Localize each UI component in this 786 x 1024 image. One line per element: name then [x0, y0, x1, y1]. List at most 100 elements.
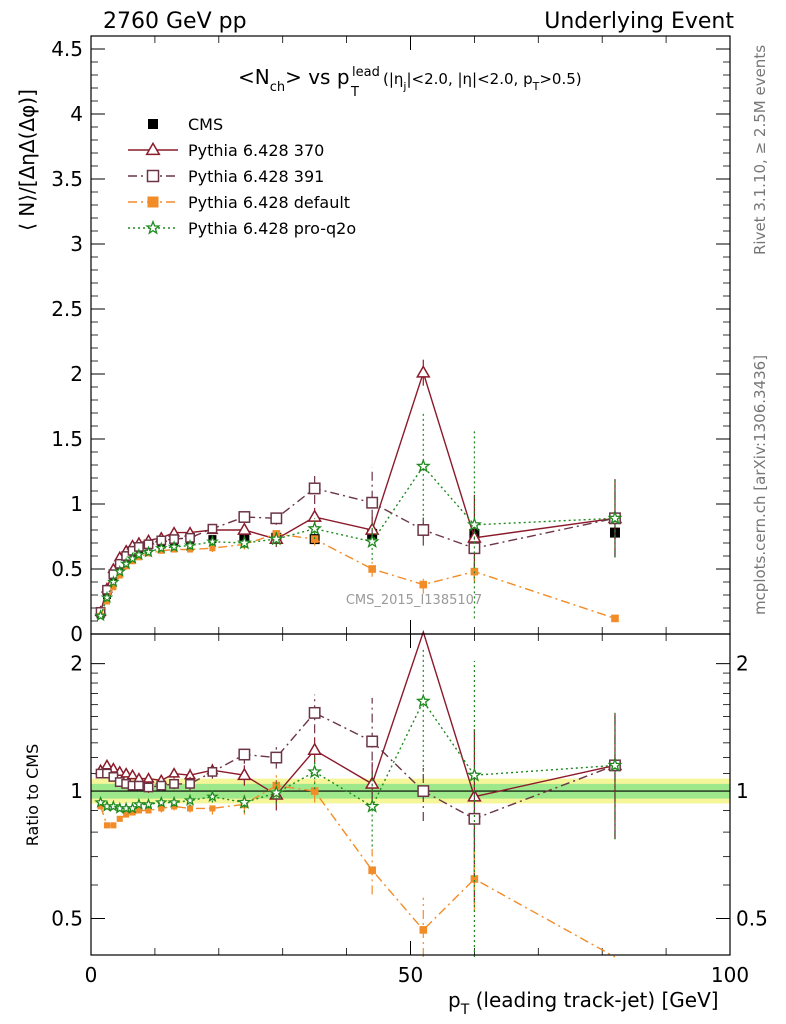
main-marker-pythia-6-428-pro-q2o: [415, 458, 431, 473]
legend-marker: [148, 119, 158, 129]
ratio-marker-pythia-6-428-pro-q2o: [236, 794, 252, 809]
x-tick-label: 0: [85, 963, 98, 987]
ratio-marker-pythia-6-428-370: [167, 767, 181, 778]
ratio-marker-pythia-6-428-391: [417, 785, 430, 798]
main-marker-pythia-6-428-pro-q2o: [154, 541, 168, 554]
legend-label: CMS: [188, 115, 223, 134]
main-series-1: [94, 359, 623, 616]
ratio-marker-pythia-6-428-391: [134, 780, 144, 791]
ratio-marker-pythia-6-428-391: [238, 748, 251, 761]
legend-label: Pythia 6.428 391: [188, 167, 324, 186]
ratio-line-pythia-6-428-370: [100, 629, 616, 798]
ratio-marker-pythia-6-428-391: [143, 782, 154, 793]
main-ytick-label: 4: [70, 102, 83, 126]
main-line-pythia-6-428-370: [99, 370, 616, 613]
ratio-marker-pythia-6-428-pro-q2o: [142, 797, 155, 810]
main-marker-pythia-6-428-391: [207, 523, 218, 534]
main-marker-pythia-6-428-default: [103, 598, 111, 605]
main-marker-pythia-6-428-391: [366, 496, 379, 509]
mcplots-label: mcplots.cern.ch [arXiv:1306.3436]: [751, 355, 769, 615]
y-axis-label-main: ⟨ N⟩/[ΔηΔ(Δφ)]: [15, 89, 39, 231]
main-marker-pythia-6-428-pro-q2o: [206, 535, 219, 548]
main-ytick-label: 3.5: [51, 167, 83, 191]
main-marker-pythia-6-428-391: [417, 524, 430, 536]
main-marker-pythia-6-428-default: [419, 580, 428, 589]
legend-entry: CMS: [148, 115, 223, 134]
ratio-marker-pythia-6-428-391: [366, 735, 379, 748]
ratio-marker-pythia-6-428-default: [419, 926, 428, 934]
ratio-marker-pythia-6-428-391: [156, 780, 167, 791]
ratio-marker-pythia-6-428-pro-q2o: [607, 757, 623, 772]
ratio-ytick-label: 0.5: [51, 907, 83, 931]
header-right: Underlying Event: [544, 9, 734, 34]
ratio-marker-pythia-6-428-default: [110, 822, 117, 829]
ratio-marker-pythia-6-428-391: [308, 706, 321, 719]
ratio-marker-pythia-6-428-pro-q2o: [206, 790, 219, 803]
main-marker-pythia-6-428-default: [110, 584, 117, 591]
main-marker-pythia-6-428-pro-q2o: [307, 520, 323, 536]
ratio-marker-pythia-6-428-370: [307, 742, 322, 755]
main-marker-pythia-6-428-default: [611, 614, 619, 623]
ratio-marker-pythia-6-428-default: [116, 815, 123, 822]
title-sup: lead: [352, 65, 380, 80]
legend-entry: Pythia 6.428 391: [128, 167, 324, 186]
main-marker-pythia-6-428-pro-q2o: [167, 540, 181, 553]
main-series-4: [94, 411, 623, 622]
ratio-ytick-label-right: 2: [736, 652, 749, 676]
legend-entry: Pythia 6.428 default: [128, 193, 350, 212]
ratio-marker-pythia-6-428-370: [120, 767, 133, 778]
legend-entry: Pythia 6.428 370: [128, 141, 324, 160]
ratio-marker-pythia-6-428-pro-q2o: [94, 795, 107, 808]
ratio-marker-pythia-6-428-pro-q2o: [466, 767, 482, 782]
main-marker-pythia-6-428-pro-q2o: [364, 533, 380, 549]
ratio-marker-pythia-6-428-pro-q2o: [167, 795, 181, 808]
ratio-marker-pythia-6-428-391: [468, 812, 481, 825]
ratio-marker-pythia-6-428-pro-q2o: [132, 797, 146, 810]
ratio-marker-pythia-6-428-default: [209, 805, 216, 812]
main-ytick-label: 2: [70, 362, 83, 386]
main-ytick-label: 1.5: [51, 427, 83, 451]
legend-marker: [145, 141, 161, 156]
main-marker-pythia-6-428-pro-q2o: [607, 510, 623, 525]
x-tick-label: 100: [711, 963, 749, 987]
ratio-marker-pythia-6-428-391: [270, 751, 283, 764]
ratio-marker-pythia-6-428-pro-q2o: [307, 763, 323, 779]
plot-title: <Nch> vs p lead T (|ηj|<2.0, |η|<2.0, pT…: [238, 65, 582, 100]
legend-marker: [146, 169, 160, 183]
ratio-panel-frame: [90, 633, 731, 956]
legend-label: Pythia 6.428 pro-q2o: [188, 219, 356, 238]
main-marker-pythia-6-428-pro-q2o: [113, 564, 127, 578]
title-cuts: (|ηj|<2.0, |η|<2.0, pT>0.5): [383, 70, 582, 93]
main-marker-pythia-6-428-391: [270, 512, 283, 525]
ratio-marker-pythia-6-428-pro-q2o: [364, 798, 380, 813]
main-marker-pythia-6-428-default: [116, 572, 123, 579]
legend: CMS Pythia 6.428 370 Pythia 6.428 391 Pythi…: [128, 115, 356, 238]
main-ytick-label: 0.5: [51, 557, 83, 581]
ratio-marker-pythia-6-428-default: [187, 805, 194, 812]
ratio-marker-pythia-6-428-pro-q2o: [154, 795, 168, 808]
legend-label: Pythia 6.428 370: [188, 141, 324, 160]
ratio-marker-pythia-6-428-default: [145, 807, 152, 814]
ratio-marker-pythia-6-428-370: [142, 772, 155, 783]
ratio-marker-pythia-6-428-default: [97, 803, 104, 810]
ratio-marker-pythia-6-428-pro-q2o: [268, 785, 284, 800]
main-marker-pythia-6-428-pro-q2o: [142, 545, 155, 558]
ratio-ytick-label: 1: [70, 779, 83, 803]
ratio-ytick-label: 2: [70, 652, 83, 676]
main-marker-pythia-6-428-370: [237, 522, 252, 535]
main-marker-pythia-6-428-pro-q2o: [268, 531, 284, 546]
legend-marker: [147, 196, 159, 208]
main-marker-pythia-6-428-pro-q2o: [183, 538, 197, 552]
main-marker-pythia-6-428-391: [308, 482, 321, 495]
main-marker-pythia-6-428-pro-q2o: [236, 535, 252, 550]
main-marker-pythia-6-428-pro-q2o: [100, 590, 114, 604]
main-marker-pythia-6-428-pro-q2o: [132, 547, 146, 561]
ratio-marker-pythia-6-428-default: [368, 866, 376, 875]
main-marker-pythia-6-428-default: [209, 545, 216, 552]
ratio-series-3: [94, 647, 623, 957]
main-ytick-label: 1: [70, 492, 83, 516]
main-marker-pythia-6-428-default: [368, 565, 376, 573]
ratio-marker-pythia-6-428-pro-q2o: [415, 693, 431, 708]
main-ytick-label: 3: [70, 232, 83, 256]
ratio-marker-pythia-6-428-default: [135, 807, 142, 814]
